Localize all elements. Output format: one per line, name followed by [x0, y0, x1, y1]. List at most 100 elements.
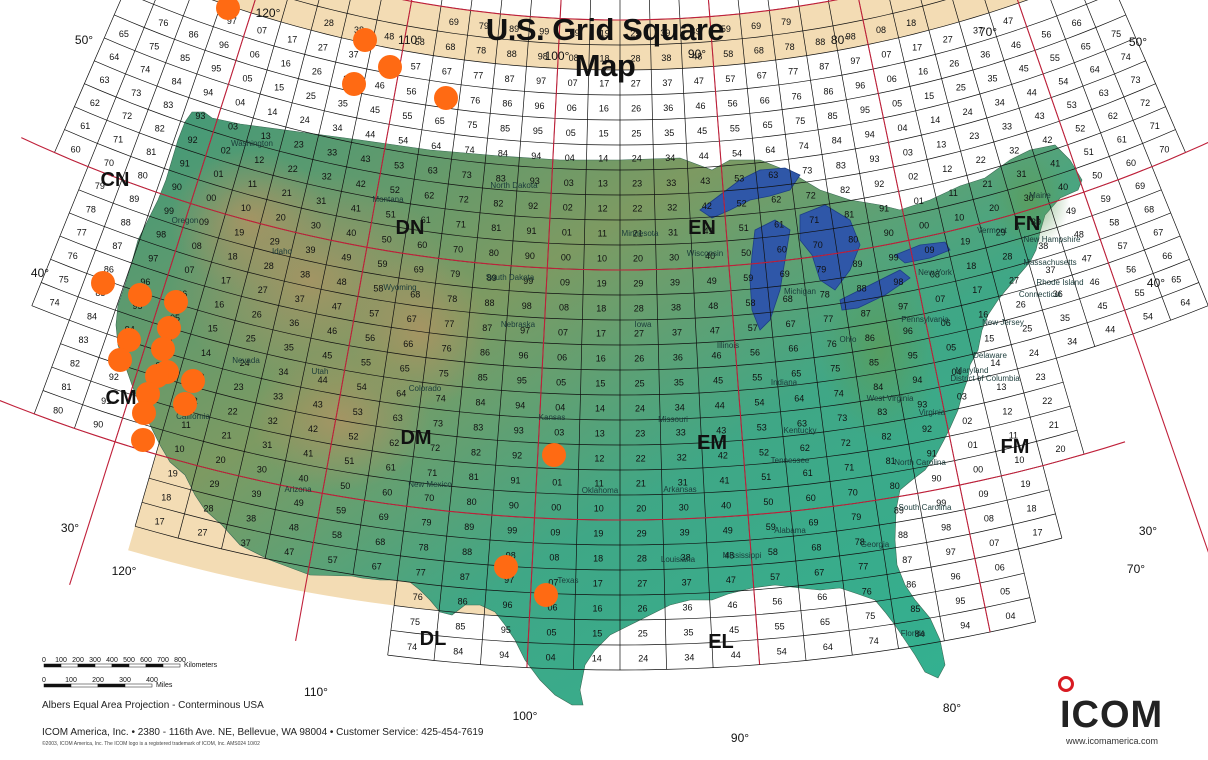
grid-square-number: 18 [966, 261, 976, 271]
grid-square-number: 05 [556, 378, 566, 388]
grid-square-number: 45 [322, 351, 332, 361]
grid-square-number: 83 [163, 100, 173, 110]
grid-square-number: 61 [1117, 135, 1127, 145]
grid-square-number: 07 [989, 538, 999, 548]
grid-square-number: 28 [630, 54, 640, 64]
grid-square-number: 45 [697, 126, 707, 136]
grid-square-number: 79 [479, 21, 489, 31]
grid-square-number: 91 [101, 396, 111, 406]
grid-square-number: 24 [638, 654, 648, 664]
grid-square-number: 15 [924, 91, 934, 101]
state-wisconsin: Wisconsin [687, 249, 723, 258]
grid-square-number: 62 [771, 195, 781, 205]
grid-square-number: 08 [192, 241, 202, 251]
grid-square-number: 47 [284, 547, 294, 557]
grid-square-number: 69 [751, 21, 761, 31]
grid-square-number: 87 [112, 241, 122, 251]
grid-square-number: 96 [855, 81, 865, 91]
grid-square-number: 63 [99, 75, 109, 85]
grid-square-number: 74 [1121, 52, 1131, 62]
scale-segment [60, 663, 79, 668]
grid-square-number: 79 [450, 269, 460, 279]
grid-square-number: 20 [989, 203, 999, 213]
state-vermont: Vermont [977, 226, 1008, 235]
grid-square-number: 65 [820, 617, 830, 627]
grid-square-number: 11 [181, 420, 190, 430]
state-south-carolina: South Carolina [899, 503, 952, 512]
state-michigan: Michigan [784, 287, 816, 296]
grid-square-number: 00 [973, 465, 983, 475]
state-colorado: Colorado [409, 384, 442, 393]
grid-line [737, 0, 807, 661]
grid-square-number: 55 [752, 373, 762, 383]
grid-square-number: 79 [421, 518, 431, 528]
grid-line [573, 0, 591, 670]
grid-square-number: 55 [730, 124, 740, 134]
grid-square-number: 14 [930, 115, 940, 125]
lat-label-40-right: 40° [1147, 276, 1165, 290]
scale-tick-label: 0 [42, 677, 46, 684]
grid-square-number: 33 [1002, 121, 1012, 131]
grid-square-number: 16 [918, 67, 928, 77]
grid-square-number: 02 [962, 416, 972, 426]
marker [131, 428, 155, 452]
grid-square-number: 93 [514, 426, 524, 436]
grid-square-number: 49 [1066, 206, 1076, 216]
lat-label-30-right: 30° [1139, 524, 1157, 538]
state-delaware: Delaware [973, 351, 1007, 360]
grid-square-number: 51 [386, 210, 396, 220]
grid-square-number: 84 [915, 629, 925, 639]
grid-square-number: 34 [675, 403, 685, 413]
grid-square-number: 70 [104, 158, 114, 168]
grid-square-number: 82 [493, 198, 503, 208]
grid-square-number: 82 [70, 359, 80, 369]
grid-square-number: 86 [502, 99, 512, 109]
grid-square-number: 13 [261, 131, 271, 141]
grid-square-number: 19 [600, 29, 610, 39]
state-new-jersey: New Jersey [982, 318, 1024, 327]
scale-segment [124, 683, 153, 688]
grid-square-number: 15 [595, 379, 605, 389]
grid-line [797, 0, 899, 649]
field-labels: CN DN EN FN CM DM EM FM DL EL [101, 169, 1041, 653]
grid-square-number: 99 [507, 525, 517, 535]
grid-square-number: 50 [741, 248, 751, 258]
grid-square-number: 99 [936, 498, 946, 508]
state-north-dakota: North Dakota [490, 181, 538, 190]
state-nebraska: Nebraska [501, 320, 536, 329]
grid-square-number: 44 [731, 650, 741, 660]
lon-label-120-top: 120° [256, 6, 281, 20]
grid-square-number: 90 [884, 228, 894, 238]
grid-square-number: 56 [406, 86, 416, 96]
grid-square-number: 59 [721, 24, 731, 34]
grid-square-number: 47 [726, 575, 736, 585]
grid-square-number: 03 [903, 147, 913, 157]
grid-square-number: 06 [941, 318, 951, 328]
grid-square-number: 19 [960, 237, 970, 247]
grid-square-number: 20 [216, 455, 226, 465]
grid-square-number: 17 [1032, 528, 1042, 538]
grid-square-number: 24 [300, 115, 310, 125]
grid-square-number: 57 [369, 308, 379, 318]
state-north-carolina: North Carolina [894, 458, 946, 467]
grid-line [293, 0, 947, 46]
grid-square-number: 24 [240, 358, 250, 368]
grid-square-number: 86 [189, 29, 199, 39]
grid-square-number: 95 [517, 376, 527, 386]
grid-square-number: 03 [957, 391, 967, 401]
grid-square-number: 60 [806, 493, 816, 503]
grid-line [60, 343, 1064, 446]
grid-square-number: 30 [679, 503, 689, 513]
grid-square-number: 12 [254, 155, 264, 165]
grid-square-number: 57 [411, 62, 421, 72]
grid-square-number: 63 [797, 418, 807, 428]
grid-square-number: 29 [209, 479, 219, 489]
marker [216, 0, 240, 20]
grid-square-number: 56 [728, 99, 738, 109]
scale-segment [77, 663, 96, 668]
grid-square-number: 48 [1074, 230, 1084, 240]
grid-square-number: 76 [862, 586, 872, 596]
grid-square-number: 28 [264, 261, 274, 271]
grid-square-number: 55 [775, 622, 785, 632]
grid-square-number: 62 [800, 443, 810, 453]
